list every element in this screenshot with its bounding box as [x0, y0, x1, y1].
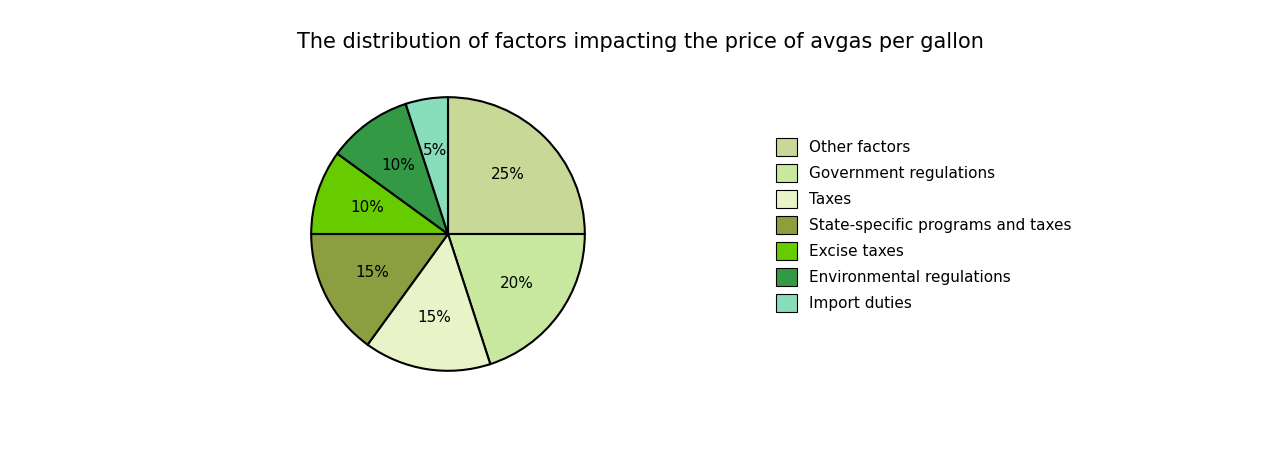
Text: 10%: 10%	[381, 158, 415, 173]
Text: 25%: 25%	[492, 166, 525, 181]
Text: 10%: 10%	[351, 200, 384, 215]
Text: 15%: 15%	[356, 265, 389, 280]
Legend: Other factors, Government regulations, Taxes, State-specific programs and taxes,: Other factors, Government regulations, T…	[776, 138, 1071, 312]
Wedge shape	[448, 97, 585, 234]
Wedge shape	[311, 234, 448, 345]
Text: The distribution of factors impacting the price of avgas per gallon: The distribution of factors impacting th…	[297, 32, 983, 51]
Wedge shape	[338, 104, 448, 234]
Text: 5%: 5%	[422, 143, 447, 158]
Wedge shape	[367, 234, 490, 371]
Wedge shape	[448, 234, 585, 364]
Wedge shape	[406, 97, 448, 234]
Wedge shape	[311, 153, 448, 234]
Text: 20%: 20%	[499, 276, 534, 291]
Text: 15%: 15%	[417, 310, 452, 325]
